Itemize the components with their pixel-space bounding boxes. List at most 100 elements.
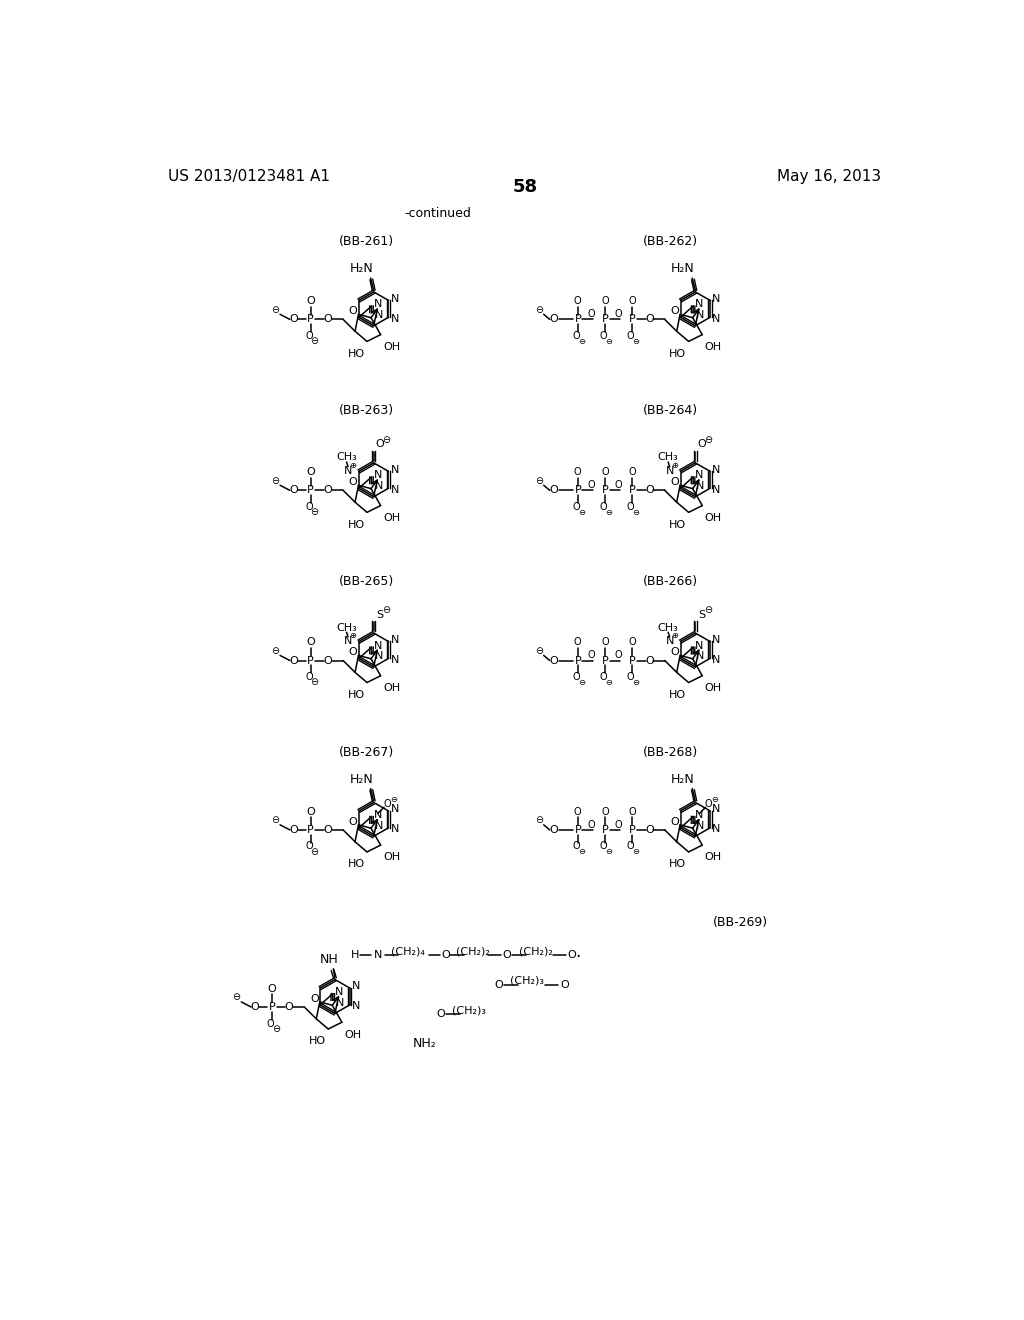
- Text: ⊖: ⊖: [271, 305, 280, 314]
- Text: HO: HO: [670, 859, 686, 870]
- Text: N: N: [390, 484, 398, 495]
- Text: ⊖: ⊖: [271, 1024, 280, 1034]
- Text: O: O: [549, 314, 558, 325]
- Text: -continued: -continued: [404, 207, 471, 220]
- Text: N: N: [712, 294, 721, 304]
- Text: CH₃: CH₃: [336, 453, 357, 462]
- Text: ⊖: ⊖: [633, 678, 640, 686]
- Text: OH: OH: [705, 513, 722, 523]
- Text: O: O: [305, 841, 313, 851]
- Text: O: O: [560, 979, 568, 990]
- Text: N: N: [712, 635, 721, 645]
- Text: HO: HO: [670, 520, 686, 529]
- Text: P: P: [307, 314, 314, 325]
- Text: N: N: [375, 821, 383, 830]
- Text: O: O: [645, 486, 653, 495]
- Text: ⊖: ⊖: [310, 847, 318, 857]
- Text: O: O: [306, 467, 315, 478]
- Text: ⊖: ⊖: [703, 605, 712, 615]
- Text: O: O: [627, 502, 635, 512]
- Text: N: N: [390, 655, 398, 665]
- Text: ⊖: ⊖: [712, 795, 719, 804]
- Text: ⊖: ⊖: [633, 337, 640, 346]
- Text: O: O: [629, 807, 636, 817]
- Text: O: O: [348, 306, 357, 317]
- Text: O: O: [588, 480, 595, 490]
- Text: O: O: [441, 950, 451, 961]
- Text: S: S: [376, 610, 383, 619]
- Text: HO: HO: [347, 520, 365, 529]
- Text: O: O: [629, 296, 636, 306]
- Text: P: P: [602, 314, 608, 325]
- Text: N: N: [375, 482, 383, 491]
- Text: O: O: [290, 314, 298, 325]
- Text: ⊖: ⊖: [535, 816, 543, 825]
- Text: N: N: [390, 314, 398, 323]
- Text: N: N: [390, 825, 398, 834]
- Text: O: O: [376, 440, 384, 449]
- Text: (BB-268): (BB-268): [643, 746, 698, 759]
- Text: ⊖: ⊖: [382, 605, 390, 615]
- Text: (CH₂)₃: (CH₂)₃: [452, 1005, 486, 1015]
- Text: N: N: [712, 825, 721, 834]
- Text: O: O: [503, 950, 511, 961]
- Text: OH: OH: [383, 513, 400, 523]
- Text: P: P: [268, 1002, 275, 1012]
- Text: O: O: [645, 314, 653, 325]
- Text: O: O: [627, 331, 635, 341]
- Text: O: O: [588, 820, 595, 829]
- Text: ⊖: ⊖: [232, 993, 241, 1002]
- Text: O: O: [324, 825, 332, 836]
- Text: N: N: [374, 470, 382, 480]
- Text: P: P: [574, 314, 582, 325]
- Text: N: N: [712, 314, 721, 323]
- Text: (BB-261): (BB-261): [339, 235, 394, 248]
- Text: N: N: [712, 655, 721, 665]
- Text: NH: NH: [319, 953, 338, 966]
- Text: O: O: [572, 502, 580, 512]
- Text: OH: OH: [383, 682, 400, 693]
- Text: O: O: [310, 994, 318, 1003]
- Text: ⊖: ⊖: [271, 475, 280, 486]
- Text: O: O: [549, 825, 558, 836]
- Text: N: N: [375, 310, 383, 321]
- Text: P: P: [602, 656, 608, 665]
- Text: HO: HO: [347, 859, 365, 870]
- Text: O: O: [627, 672, 635, 682]
- Text: (BB-265): (BB-265): [339, 576, 394, 589]
- Text: ⊖: ⊖: [382, 434, 390, 445]
- Text: O: O: [601, 296, 609, 306]
- Text: ⊖: ⊖: [579, 337, 585, 346]
- Text: (CH₂)₂: (CH₂)₂: [456, 946, 489, 957]
- Text: N: N: [712, 804, 721, 814]
- Text: N: N: [344, 466, 352, 477]
- Text: O: O: [614, 480, 623, 490]
- Text: ⊖: ⊖: [605, 508, 612, 516]
- Text: H₂N: H₂N: [671, 263, 694, 276]
- Text: (BB-269): (BB-269): [713, 916, 768, 929]
- Text: O: O: [324, 314, 332, 325]
- Text: May 16, 2013: May 16, 2013: [777, 169, 882, 183]
- Text: N: N: [696, 652, 705, 661]
- Text: OH: OH: [705, 682, 722, 693]
- Text: N: N: [695, 640, 703, 651]
- Text: N: N: [351, 1002, 360, 1011]
- Text: ⊖: ⊖: [605, 678, 612, 686]
- Text: O: O: [436, 1008, 444, 1019]
- Text: H: H: [351, 950, 359, 961]
- Text: O: O: [267, 983, 276, 994]
- Text: N: N: [390, 635, 398, 645]
- Text: ⊕: ⊕: [349, 461, 356, 470]
- Text: US 2013/0123481 A1: US 2013/0123481 A1: [168, 169, 331, 183]
- Text: H₂N: H₂N: [671, 772, 694, 785]
- Text: O: O: [645, 825, 653, 836]
- Text: ⊖: ⊖: [579, 678, 585, 686]
- Text: HO: HO: [670, 348, 686, 359]
- Text: O: O: [601, 638, 609, 647]
- Text: N: N: [696, 310, 705, 321]
- Text: O: O: [627, 841, 635, 851]
- Text: O: O: [305, 502, 313, 512]
- Text: H₂N: H₂N: [349, 263, 373, 276]
- Text: O: O: [671, 306, 679, 317]
- Text: P: P: [307, 656, 314, 665]
